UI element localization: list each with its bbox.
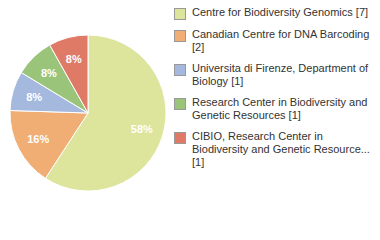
svg-text:8%: 8% [26, 91, 42, 103]
html-text:CIBIO, Research Center in Biod: CIBIO, Research Center in Biodiversity a… [192, 130, 370, 168]
html-text:Research Center in Biodiversit: Research Center in Biodiversity and Gene… [192, 96, 368, 121]
svg-text:58%: 58% [131, 123, 153, 135]
html-text:Centre for Biodiversity Genomi: Centre for Biodiversity Genomics [7] [192, 6, 369, 18]
html-text:Universita di Firenze, Departm: Universita di Firenze, Department of Bio… [192, 62, 369, 87]
html-text:Canadian Centre for DNA Barcod: Canadian Centre for DNA Barcoding [2] [192, 28, 370, 53]
svg-text:8%: 8% [41, 67, 57, 79]
svg-text:8%: 8% [66, 53, 82, 65]
svg-text:16%: 16% [27, 133, 49, 145]
